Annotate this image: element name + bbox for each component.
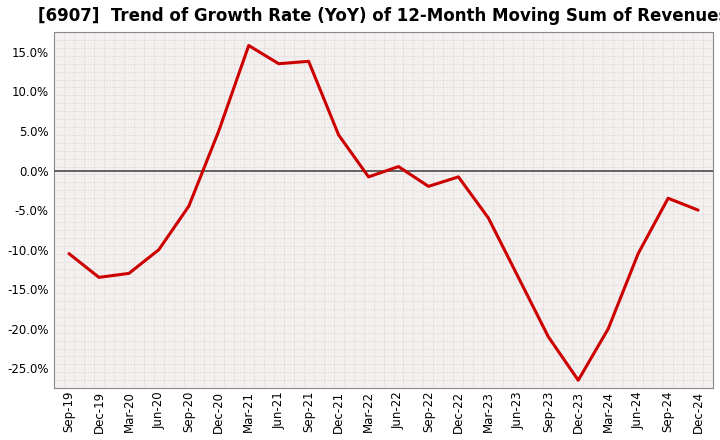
Title: [6907]  Trend of Growth Rate (YoY) of 12-Month Moving Sum of Revenues: [6907] Trend of Growth Rate (YoY) of 12-… bbox=[38, 7, 720, 25]
